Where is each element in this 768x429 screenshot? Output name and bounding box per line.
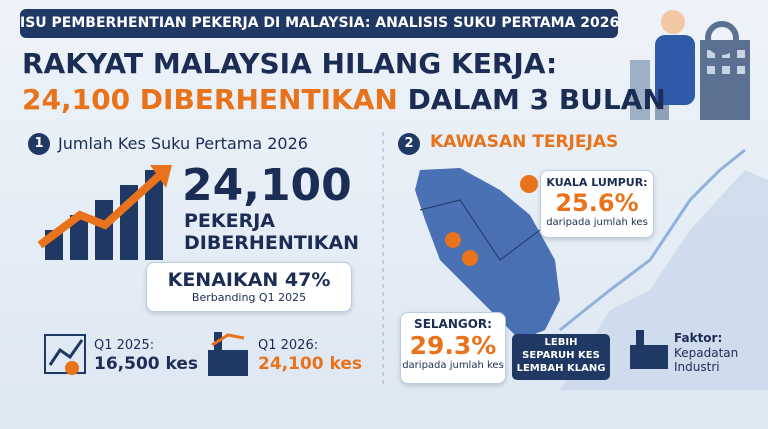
headline-highlight: 24,100 DIBERHENTIKAN xyxy=(22,83,398,116)
banner-line: SEPARUH KES xyxy=(522,350,600,361)
factor-label: Faktor: xyxy=(674,331,723,345)
section-number: 2 xyxy=(398,133,420,155)
factor-text: Kepadatan xyxy=(674,346,739,360)
headline-2: 24,100 DIBERHENTIKAN DALAM 3 BULAN xyxy=(22,83,666,116)
kl-note: daripada jumlah kes xyxy=(546,217,648,228)
q-label: Q1 2026: xyxy=(258,338,319,353)
big-label: DIBERHENTIKAN xyxy=(184,232,360,254)
section-title: KAWASAN TERJEJAS xyxy=(430,132,619,152)
q-value: 24,100 kes xyxy=(258,354,363,374)
kl-label: KUALA LUMPUR: xyxy=(546,176,648,189)
banner-line: LEBIH xyxy=(544,337,578,348)
kl-value: 25.6% xyxy=(555,189,639,217)
section-title: Jumlah Kes Suku Pertama 2026 xyxy=(58,134,308,153)
tag-banner: ISU PEMBERHENTIAN PEKERJA DI MALAYSIA: A… xyxy=(20,9,619,38)
headline-rest: DALAM 3 BULAN xyxy=(407,83,666,116)
q-label: Q1 2025: xyxy=(94,338,155,353)
big-number: 24,100 xyxy=(182,160,352,211)
banner-line: LEMBAH KLANG xyxy=(516,363,606,374)
increase-box: KENAIKAN 47% Berbanding Q1 2025 xyxy=(146,262,352,312)
factor-text: Industri xyxy=(674,360,720,374)
increase-subtitle: Berbanding Q1 2025 xyxy=(191,291,307,304)
selangor-value: 29.3% xyxy=(409,331,497,360)
increase-title: KENAIKAN 47% xyxy=(167,269,331,291)
q-value: 16,500 kes xyxy=(94,354,199,374)
selangor-note: daripada jumlah kes xyxy=(402,360,504,371)
section-number: 1 xyxy=(28,133,50,155)
big-label: PEKERJA xyxy=(184,210,276,232)
kl-box: KUALA LUMPUR: 25.6% daripada jumlah kes xyxy=(540,170,654,238)
selangor-box: SELANGOR: 29.3% daripada jumlah kes xyxy=(400,312,506,384)
klang-banner: LEBIH SEPARUH KES LEMBAH KLANG xyxy=(512,334,610,380)
selangor-label: SELANGOR: xyxy=(414,317,492,331)
headline-1: RAKYAT MALAYSIA HILANG KERJA: xyxy=(22,47,558,80)
